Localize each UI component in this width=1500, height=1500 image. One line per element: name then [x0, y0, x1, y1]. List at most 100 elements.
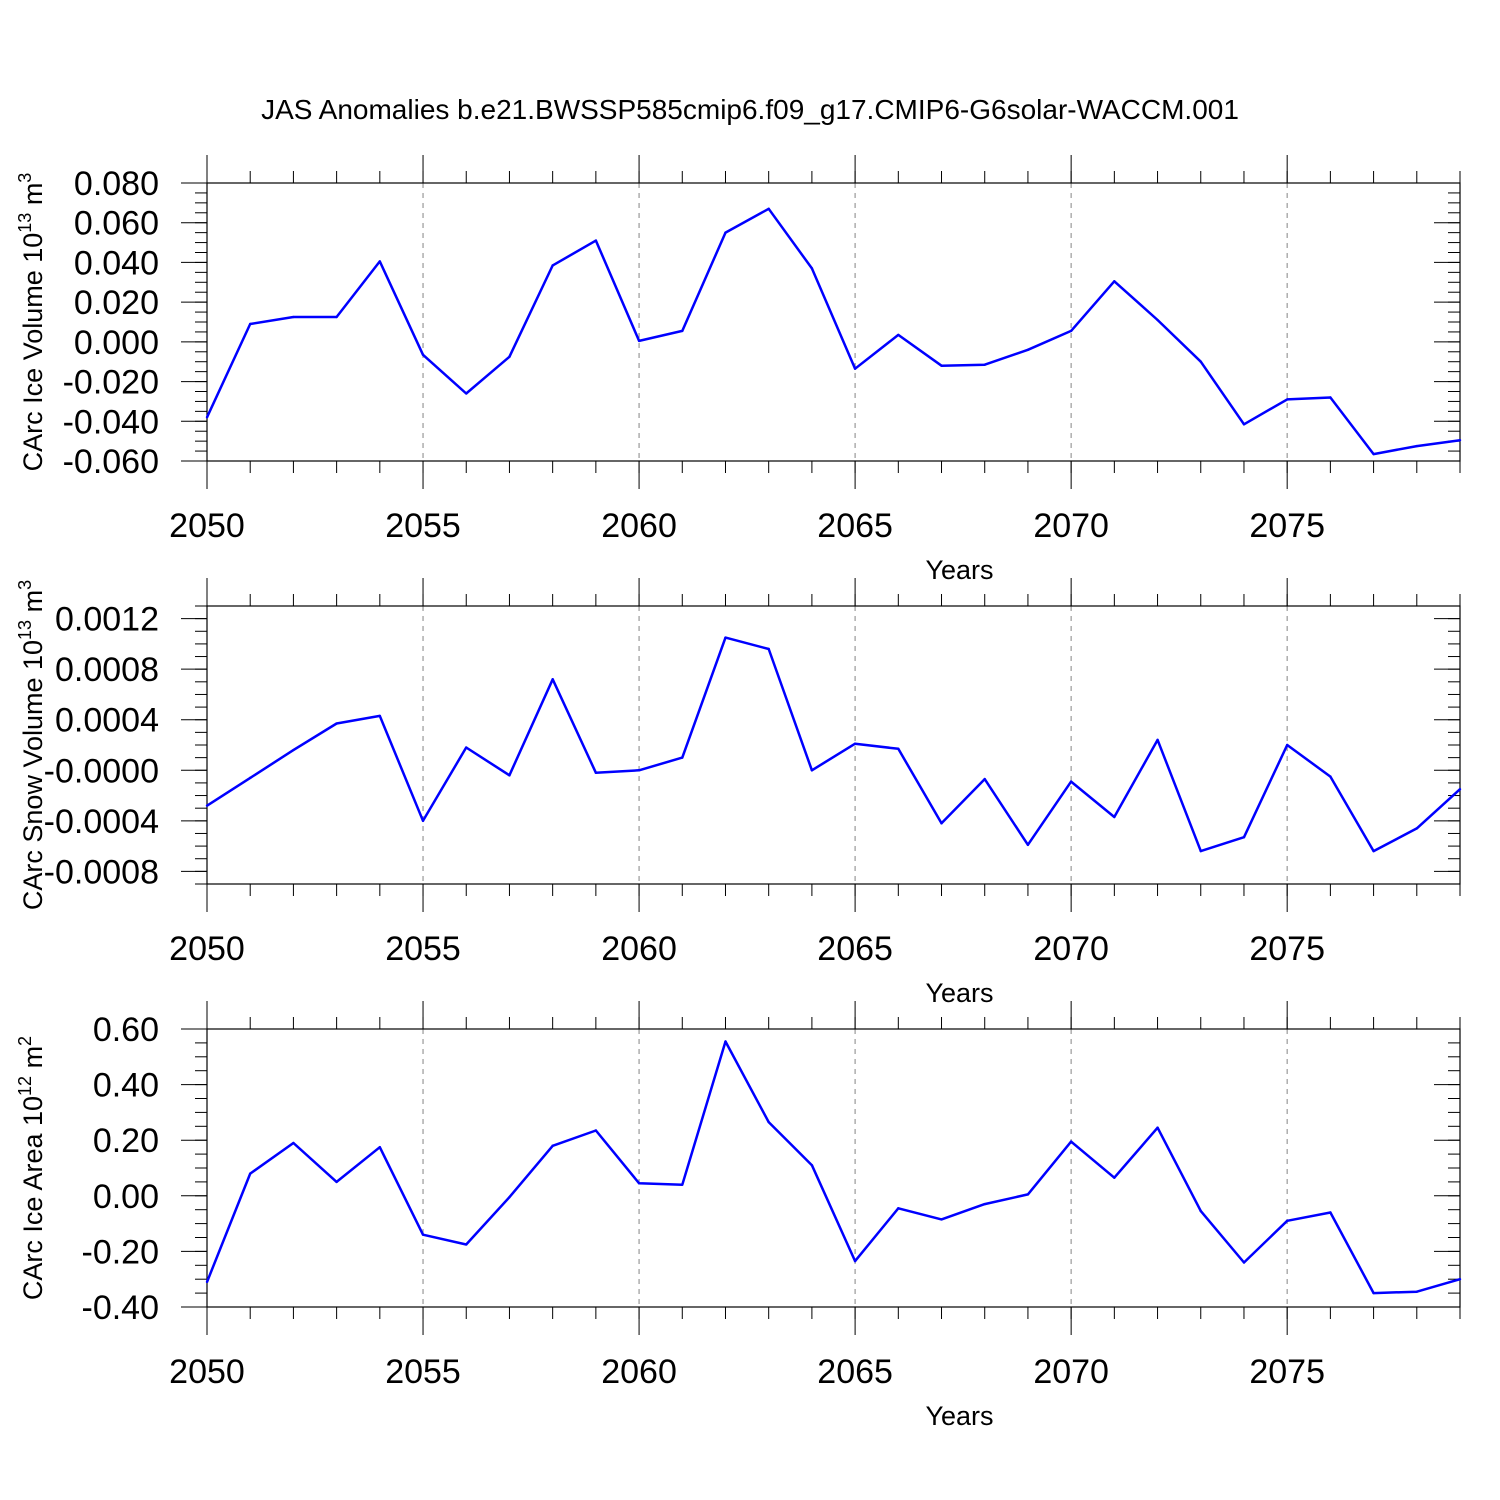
data-point-2057 — [508, 774, 511, 777]
data-point-2050 — [205, 804, 209, 807]
data-point-2052 — [292, 1141, 295, 1145]
plot-frame — [206, 1028, 1461, 1308]
data-point-2061 — [681, 756, 684, 759]
x-tick-label: 2075 — [1249, 930, 1325, 968]
y-tick-label: -0.20 — [82, 1233, 160, 1271]
data-point-2078 — [1415, 1290, 1418, 1293]
panel-ice-volume: 2050 2055 2060 2065 2070 2075 -0.060-0.040-0.0… — [15, 155, 1462, 585]
data-point-2054 — [378, 714, 382, 718]
y-tick-label: 0.60 — [93, 1011, 159, 1049]
series-line-ice-volume — [205, 207, 1461, 456]
y-tick-label: 0.020 — [74, 284, 159, 322]
data-point-2050 — [205, 416, 209, 419]
data-point-2068 — [983, 777, 986, 781]
data-point-2051 — [249, 776, 252, 780]
data-point-2077 — [1372, 849, 1375, 853]
data-point-2066 — [897, 1207, 900, 1210]
data-point-2062 — [724, 231, 727, 234]
data-point-2063 — [767, 1120, 770, 1124]
x-tick-label: 2050 — [169, 1353, 245, 1391]
data-point-2064 — [810, 769, 814, 772]
data-point-2071 — [1113, 815, 1116, 819]
y-tick-label: 0.0012 — [55, 601, 159, 639]
data-point-2067 — [940, 1218, 943, 1221]
data-point-2065 — [853, 367, 857, 370]
y-axis-title: CArc Snow Volume 1013 m3 — [15, 580, 48, 910]
x-tick-label: 2075 — [1249, 507, 1325, 545]
plot-frame — [206, 182, 1461, 462]
data-point-2064 — [810, 267, 814, 270]
data-point-2063 — [767, 207, 770, 211]
data-point-2060 — [637, 769, 641, 772]
x-axis-title: Years — [925, 555, 993, 585]
x-tick-label: 2055 — [385, 1353, 461, 1391]
y-tick-label: 0.0008 — [55, 651, 159, 689]
data-point-2060 — [637, 339, 641, 343]
y-tick-label: 0.20 — [93, 1122, 159, 1160]
data-point-2059 — [594, 771, 598, 774]
x-tick-label: 2065 — [817, 930, 893, 968]
data-point-2065 — [853, 1259, 857, 1263]
data-point-2062 — [724, 636, 727, 639]
data-point-2055 — [421, 353, 425, 356]
data-point-2075 — [1285, 743, 1289, 747]
data-point-2076 — [1329, 1211, 1332, 1214]
data-point-2073 — [1199, 849, 1202, 853]
data-point-2069 — [1026, 348, 1030, 351]
data-point-2067 — [940, 364, 943, 367]
data-point-2056 — [465, 746, 468, 749]
data-point-2068 — [983, 363, 986, 366]
data-point-2059 — [594, 1129, 598, 1132]
data-point-2078 — [1415, 444, 1418, 448]
series-line-ice-area — [205, 1040, 1461, 1295]
data-point-2076 — [1329, 396, 1332, 399]
y-tick-label: 0.0004 — [55, 702, 159, 740]
data-point-2068 — [983, 1202, 986, 1206]
data-point-2052 — [292, 748, 295, 752]
data-point-2070 — [1069, 1140, 1073, 1143]
data-point-2057 — [508, 355, 511, 358]
x-tick-label: 2070 — [1033, 507, 1109, 545]
data-point-2058 — [551, 678, 554, 681]
data-point-2072 — [1156, 318, 1159, 322]
x-tick-label: 2070 — [1033, 1353, 1109, 1391]
data-point-2051 — [249, 322, 252, 326]
data-point-2059 — [594, 239, 598, 242]
data-point-2056 — [465, 1243, 468, 1246]
data-point-2064 — [810, 1164, 814, 1167]
data-point-2079 — [1458, 438, 1462, 442]
x-axis-title: Years — [925, 1401, 993, 1431]
data-point-2058 — [551, 264, 554, 267]
data-point-2063 — [767, 647, 770, 651]
data-point-2050 — [205, 1280, 209, 1284]
data-point-2074 — [1242, 1261, 1246, 1264]
figure-title: JAS Anomalies b.e21.BWSSP585cmip6.f09_g1… — [261, 94, 1239, 125]
y-tick-label: -0.40 — [82, 1289, 160, 1327]
x-tick-label: 2075 — [1249, 1353, 1325, 1391]
data-point-2077 — [1372, 1291, 1375, 1295]
y-tick-label: -0.0000 — [44, 752, 159, 790]
y-axis-title: CArc Ice Volume 1013 m3 — [15, 173, 48, 472]
y-tick-label: -0.020 — [63, 364, 159, 402]
y-tick-label: 0.060 — [74, 205, 159, 243]
data-point-2074 — [1242, 836, 1246, 839]
y-tick-label: 0.080 — [74, 165, 159, 203]
data-point-2057 — [508, 1195, 511, 1199]
data-point-2071 — [1113, 1176, 1116, 1179]
x-tick-label: 2060 — [601, 930, 677, 968]
data-point-2055 — [421, 819, 425, 823]
y-tick-label: -0.0004 — [44, 803, 159, 841]
series-line-snow-volume — [206, 636, 1461, 853]
data-point-2075 — [1285, 1219, 1289, 1223]
x-tick-label: 2065 — [817, 1353, 893, 1391]
data-point-2054 — [378, 260, 382, 263]
plot-frame — [206, 605, 1461, 885]
panel-ice-area: 2050 2055 2060 2065 2070 2075 -0.40 -0.20 0.00 0.… — [15, 1001, 1462, 1431]
data-point-2069 — [1026, 1193, 1030, 1196]
x-tick-label: 2050 — [169, 507, 245, 545]
data-point-2076 — [1329, 775, 1332, 778]
data-point-2053 — [335, 1180, 338, 1184]
x-tick-label: 2070 — [1033, 930, 1109, 968]
y-tick-label: 0.040 — [74, 244, 159, 282]
data-point-2069 — [1026, 843, 1030, 847]
